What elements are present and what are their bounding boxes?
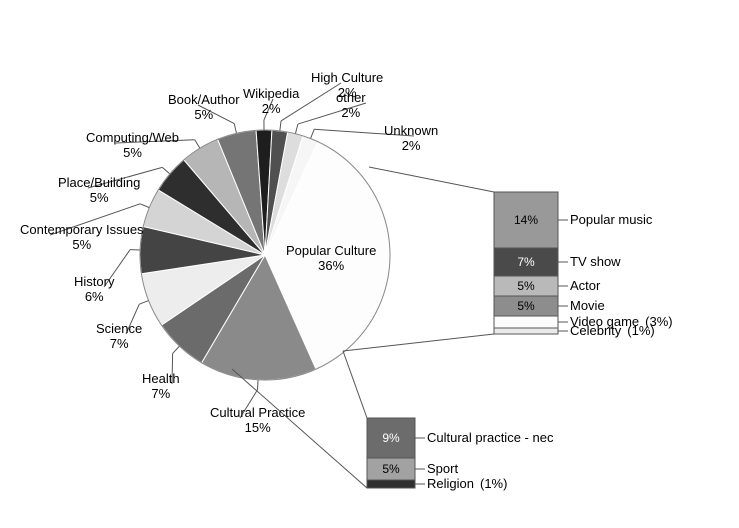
- breakout-bar: [494, 316, 558, 328]
- breakout-bar: [367, 480, 415, 488]
- pie-label: Computing/Web 5%: [86, 131, 179, 161]
- breakout-pct: 5%: [382, 462, 400, 476]
- breakout-pct: 5%: [517, 299, 535, 313]
- breakout-legend-label: Popular music: [570, 212, 652, 227]
- pie-label: Contemporary Issues 5%: [20, 223, 144, 253]
- breakout-legend-label: Sport: [427, 461, 458, 476]
- pie-label: Wikipedia 2%: [243, 87, 299, 117]
- breakout-pct: 5%: [517, 279, 535, 293]
- breakout-legend-pct: (1%): [627, 323, 654, 338]
- breakout-legend-label: Celebrity: [570, 323, 621, 338]
- breakout-legend-row: Religion (1%): [427, 476, 507, 491]
- breakout-legend-label: Cultural practice - nec: [427, 430, 553, 445]
- pie-label: Cultural Practice 15%: [210, 406, 305, 436]
- breakout-legend-label: Religion: [427, 476, 474, 491]
- pie-label: Unknown 2%: [384, 124, 438, 154]
- breakout-pct: 7%: [517, 255, 535, 269]
- breakout-legend-label: Actor: [570, 278, 600, 293]
- pie-label: History 6%: [74, 275, 114, 305]
- pie-label: Health 7%: [142, 372, 180, 402]
- breakout-legend-row: Movie: [570, 298, 605, 313]
- breakout-legend-label: Movie: [570, 298, 605, 313]
- breakout-legend-row: Celebrity (1%): [570, 323, 655, 338]
- breakout-legend-row: Sport: [427, 461, 458, 476]
- breakout-pct: 9%: [382, 431, 400, 445]
- pie-label: Place/Building 5%: [58, 176, 140, 206]
- pie-label: Book/Author 5%: [168, 93, 240, 123]
- pie-label: other 2%: [336, 91, 366, 121]
- breakout-legend-label: TV show: [570, 254, 621, 269]
- breakout-bar: [494, 328, 558, 334]
- breakout-legend-row: Popular music: [570, 212, 652, 227]
- pie-label: Science 7%: [96, 322, 142, 352]
- breakout-legend-row: Cultural practice - nec: [427, 430, 553, 445]
- pie-label: Popular Culture 36%: [286, 244, 376, 274]
- breakout-legend-pct: (1%): [480, 476, 507, 491]
- breakout-pct: 14%: [514, 213, 538, 227]
- breakout-legend-row: Actor: [570, 278, 600, 293]
- breakout-legend-row: TV show: [570, 254, 621, 269]
